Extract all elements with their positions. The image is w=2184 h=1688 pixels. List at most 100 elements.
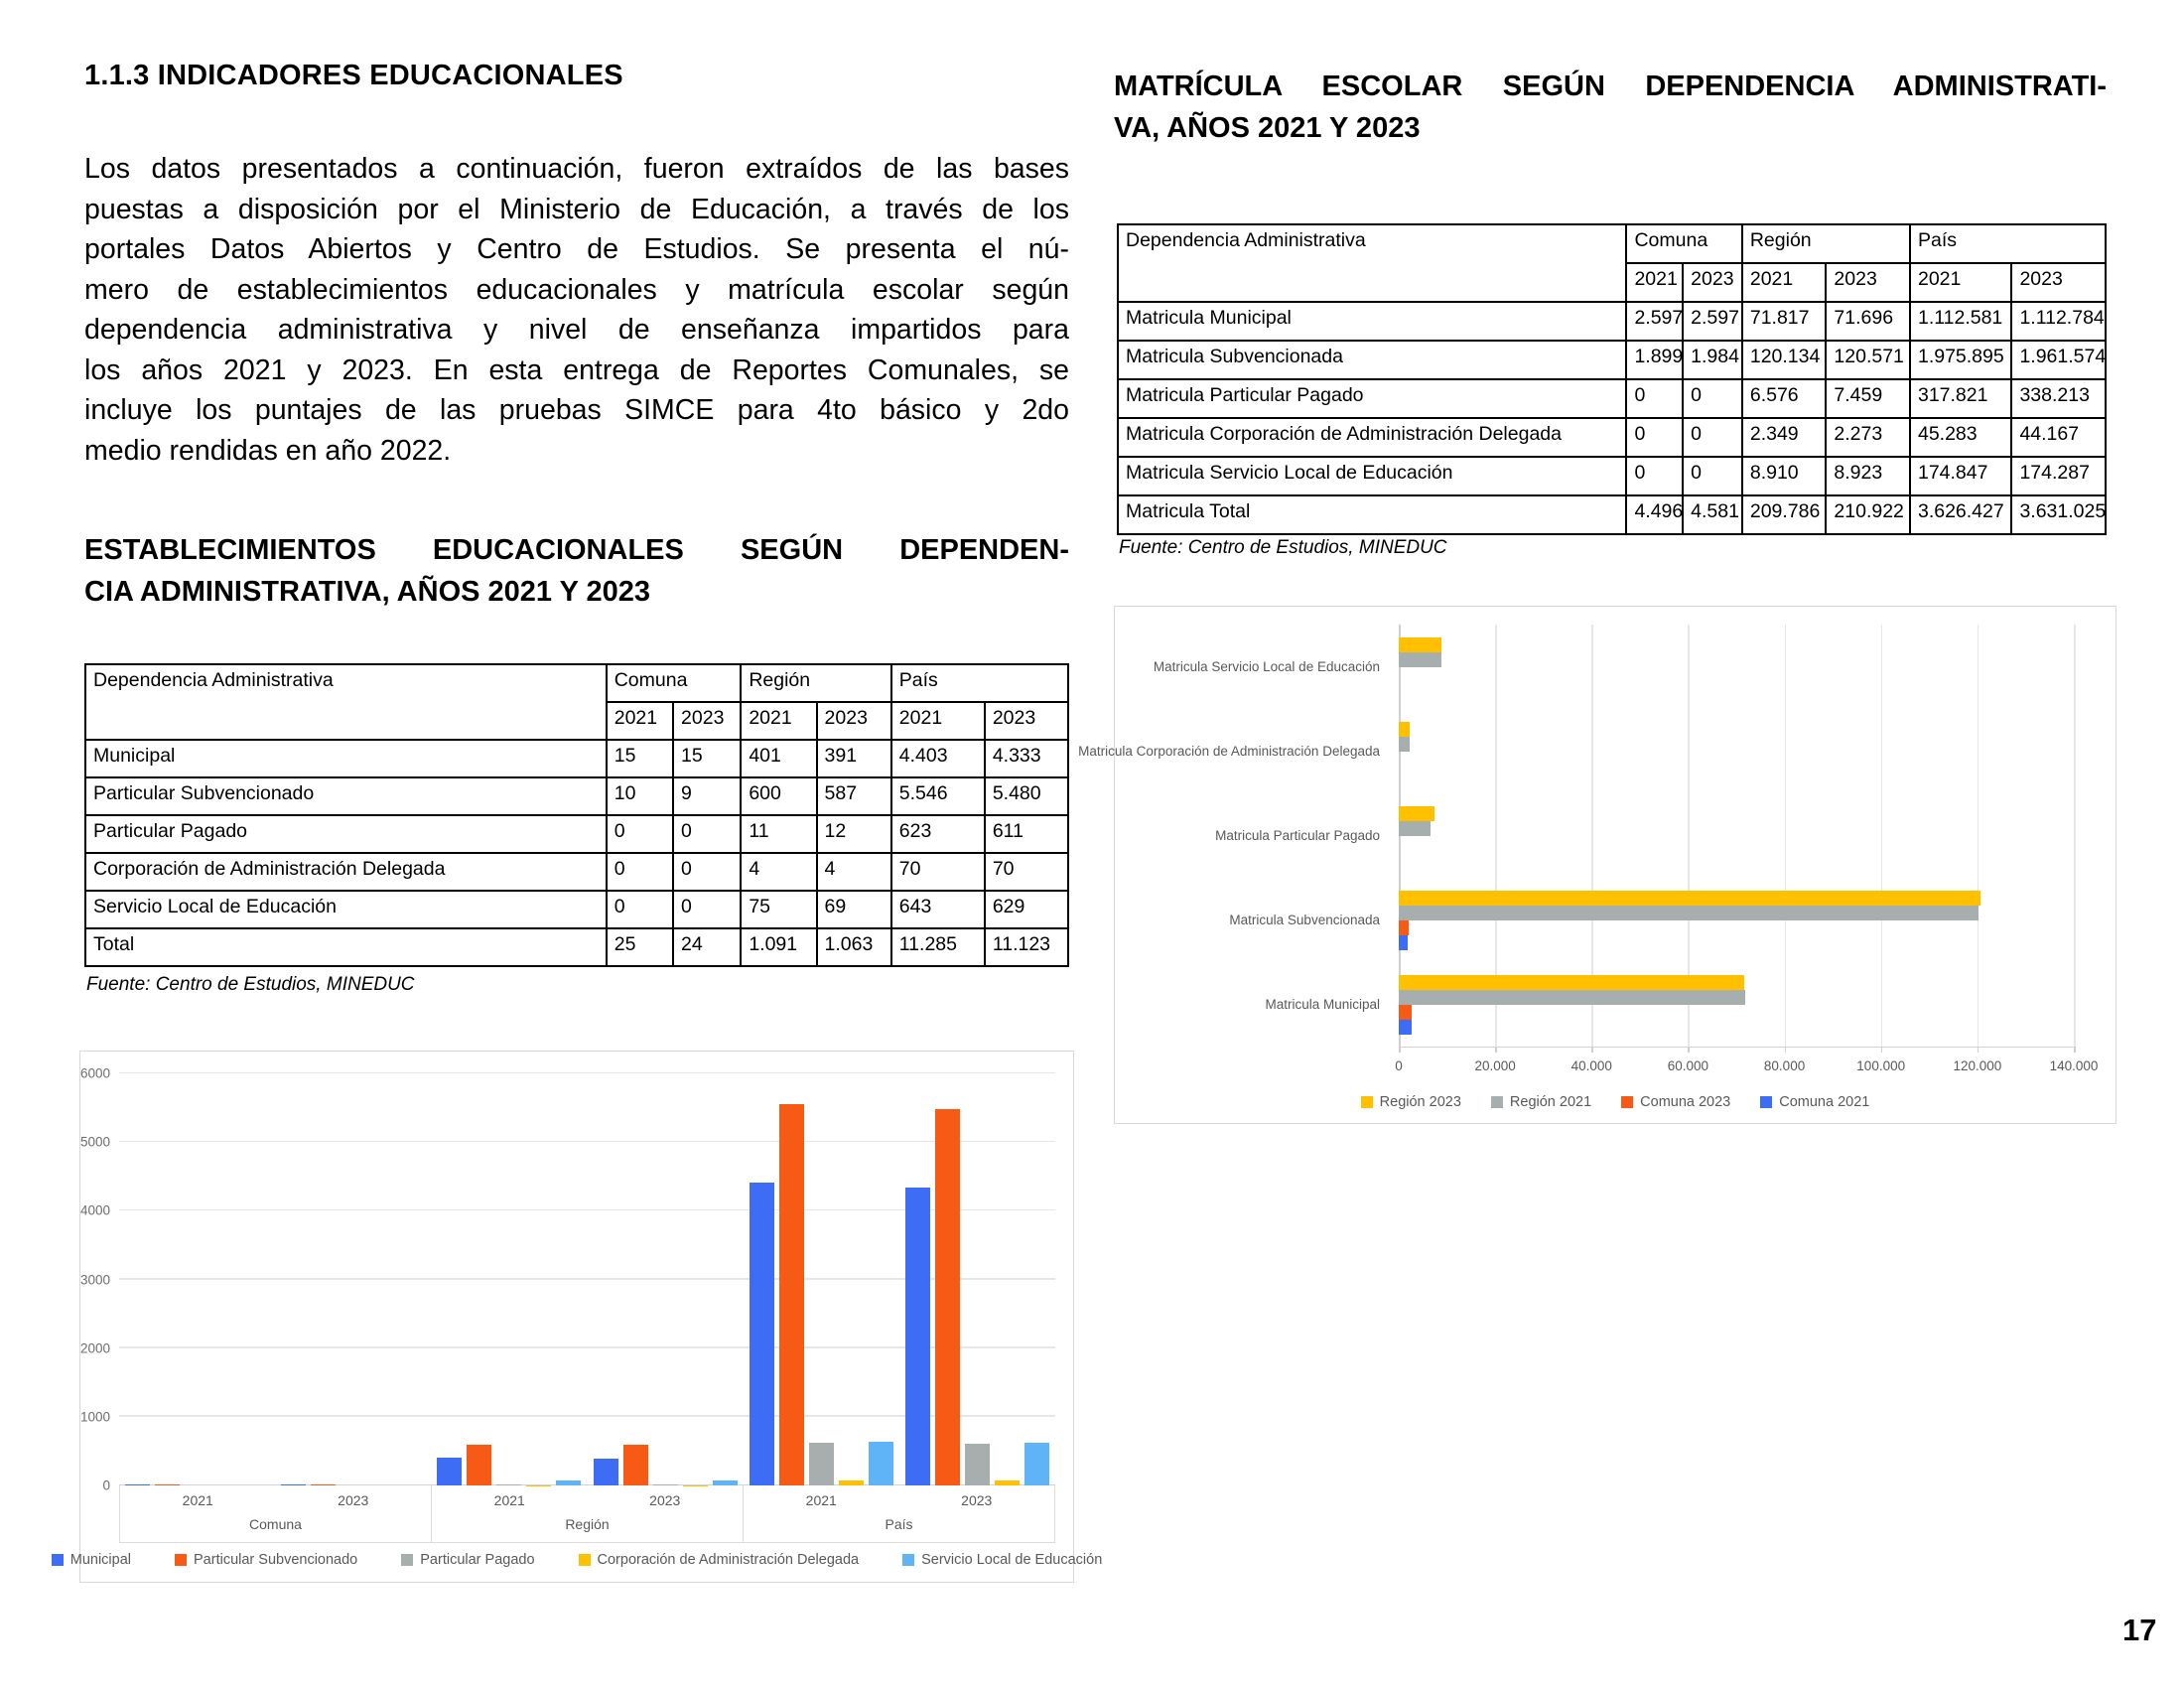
bar-Región 2021	[1399, 989, 1745, 1005]
legend-marker	[1760, 1096, 1773, 1108]
axis-tick	[1688, 1047, 1690, 1053]
cell-value: 391	[815, 739, 892, 778]
year-header: 2023	[815, 701, 892, 741]
cell-value: 0	[1625, 378, 1685, 419]
cell-value: 1.899	[1625, 340, 1685, 380]
establecimientos-table: Dependencia Administrativa Comuna Región…	[84, 663, 1070, 967]
table-row: Total 25 24 1.091 1.063 11.285 11.123	[84, 927, 1070, 967]
cell-value: 629	[983, 890, 1070, 929]
legend-marker	[51, 1554, 64, 1566]
gridline	[119, 1346, 1055, 1348]
gridline	[119, 1208, 1055, 1211]
bar-Región 2023	[1399, 974, 1745, 990]
legend-marker	[902, 1554, 915, 1566]
cell-value: 338.213	[2010, 378, 2107, 419]
cell-value: 643	[889, 890, 986, 929]
row-label: Matricula Total	[1116, 494, 1628, 535]
cell-value: 1.984	[1682, 340, 1743, 380]
legend-label: Comuna 2023	[1640, 1094, 1731, 1110]
cell-value: 120.571	[1825, 340, 1911, 380]
col-group-pais: País	[889, 663, 1070, 703]
bar-Particular Subvencionado	[778, 1104, 804, 1485]
cell-value: 0	[1625, 456, 1685, 496]
cell-value: 0	[1682, 417, 1743, 458]
bar-Particular Pagado	[652, 1484, 678, 1485]
source-note-left: Fuente: Centro de Estudios, MINEDUC	[86, 974, 415, 995]
year-header: 2021	[1908, 262, 2013, 303]
bar-cluster-País-2021	[744, 1073, 899, 1485]
cell-value: 2.597	[1625, 301, 1685, 342]
year-header: 2023	[1825, 262, 1911, 303]
cell-value: 0	[605, 852, 675, 892]
cell-value: 1.091	[740, 927, 818, 967]
row-label: Total	[84, 927, 608, 967]
bar-Municipal	[437, 1458, 463, 1485]
cell-value: 10	[605, 776, 675, 816]
row-label: Matricula Corporación de Administración …	[1116, 417, 1628, 458]
cell-value: 1.112.784	[2010, 301, 2107, 342]
y-axis-labels: 0 1000 2000 3000 4000 5000 6000	[79, 1066, 110, 1493]
year-header: 2021	[605, 701, 675, 741]
bar-Servicio Local de Educación	[868, 1441, 893, 1485]
axis-year-label: 2021	[805, 1492, 837, 1508]
cell-value: 11.285	[889, 927, 986, 967]
page-number: 17	[2122, 1613, 2157, 1647]
paragraph-line: portales Datos Abiertos y Centro de Estu…	[84, 233, 1069, 265]
cell-value: 71.696	[1825, 301, 1911, 342]
table-row: Matricula Servicio Local de Educación 0 0 8…	[1116, 456, 2107, 496]
row-label: Matricula Servicio Local de Educación	[1116, 456, 1628, 496]
axis-year-label: 2023	[338, 1492, 369, 1508]
matricula-table-wrap: Dependencia Administrativa Comuna Región…	[1116, 223, 2108, 535]
cell-value: 0	[1682, 456, 1743, 496]
bar-Particular Subvencionado	[155, 1484, 181, 1485]
axis-years: 2021 2023	[432, 1485, 743, 1512]
cell-value: 587	[815, 776, 892, 816]
intro-paragraph: Los datos presentados a continuación, fu…	[84, 149, 1069, 471]
cell-value: 69	[815, 890, 892, 929]
table-row: Matricula Municipal 2.597 2.597 71.817 71.69…	[1116, 301, 2107, 342]
bar-Particular Pagado	[496, 1484, 522, 1485]
category-label: Matricula Municipal	[1265, 997, 1380, 1012]
category-labels: Matricula Servicio Local de Educación Mat…	[1078, 625, 1389, 1047]
legend-item: Particular Subvencionado	[175, 1552, 357, 1568]
paragraph-line: medio rendidas en año 2022.	[84, 434, 452, 467]
heading-line: CIA ADMINISTRATIVA, AÑOS 2021 Y 2023	[84, 576, 650, 608]
bar-Región 2023	[1399, 805, 1435, 821]
x-tick-label: 20.000	[1474, 1058, 1516, 1073]
axis-tick	[1880, 1047, 1883, 1053]
matricula-chart: Matricula Servicio Local de Educación Mat…	[1078, 606, 2116, 1124]
bar-Comuna 2021	[1399, 1019, 1412, 1035]
legend-label: Particular Subvencionado	[194, 1552, 358, 1568]
cell-value: 71.817	[1740, 301, 1828, 342]
axis-group-Región: 2021 2023 Región	[431, 1485, 743, 1542]
cell-value: 24	[672, 927, 743, 967]
x-tick-label: 120.000	[1953, 1058, 2002, 1073]
legend-item: Región 2023	[1360, 1094, 1461, 1110]
legend-label: Región 2023	[1379, 1094, 1461, 1110]
year-header: 2023	[2010, 262, 2107, 303]
cell-value: 12	[815, 814, 892, 854]
cell-value: 11.123	[983, 927, 1070, 967]
axis-year-label: 2021	[493, 1492, 525, 1508]
cell-value: 15	[672, 739, 743, 778]
bar-Particular Subvencionado	[934, 1108, 960, 1485]
bar-Región 2021	[1399, 905, 1979, 920]
col-group-comuna: Comuna	[605, 663, 743, 703]
cell-value: 11	[740, 814, 818, 854]
gridline	[119, 1483, 1055, 1485]
y-tick-label: 3000	[79, 1272, 110, 1287]
paragraph-line: puestas a disposición por el Ministerio …	[84, 193, 1069, 225]
legend-item: Región 2021	[1490, 1094, 1592, 1110]
year-header: 2023	[983, 701, 1070, 741]
table-corner-header: Dependencia Administrativa	[84, 663, 608, 741]
bar-cluster-Región-2023	[588, 1073, 744, 1485]
cell-value: 210.922	[1825, 494, 1911, 535]
bar-group-Matricula Subvencionada	[1399, 878, 2074, 962]
cell-value: 7.459	[1825, 378, 1911, 419]
legend-marker	[401, 1554, 414, 1566]
bar-cluster-Región-2021	[431, 1073, 587, 1485]
x-axis-labels: 2021 2023 Comuna 2021 2023 Región 2021 2023 País	[119, 1485, 1055, 1543]
legend-label: Región 2021	[1509, 1094, 1592, 1110]
table-row: Corporación de Administración Delegada 0 0…	[84, 852, 1070, 892]
bar-Comuna 2023	[1399, 1004, 1412, 1020]
